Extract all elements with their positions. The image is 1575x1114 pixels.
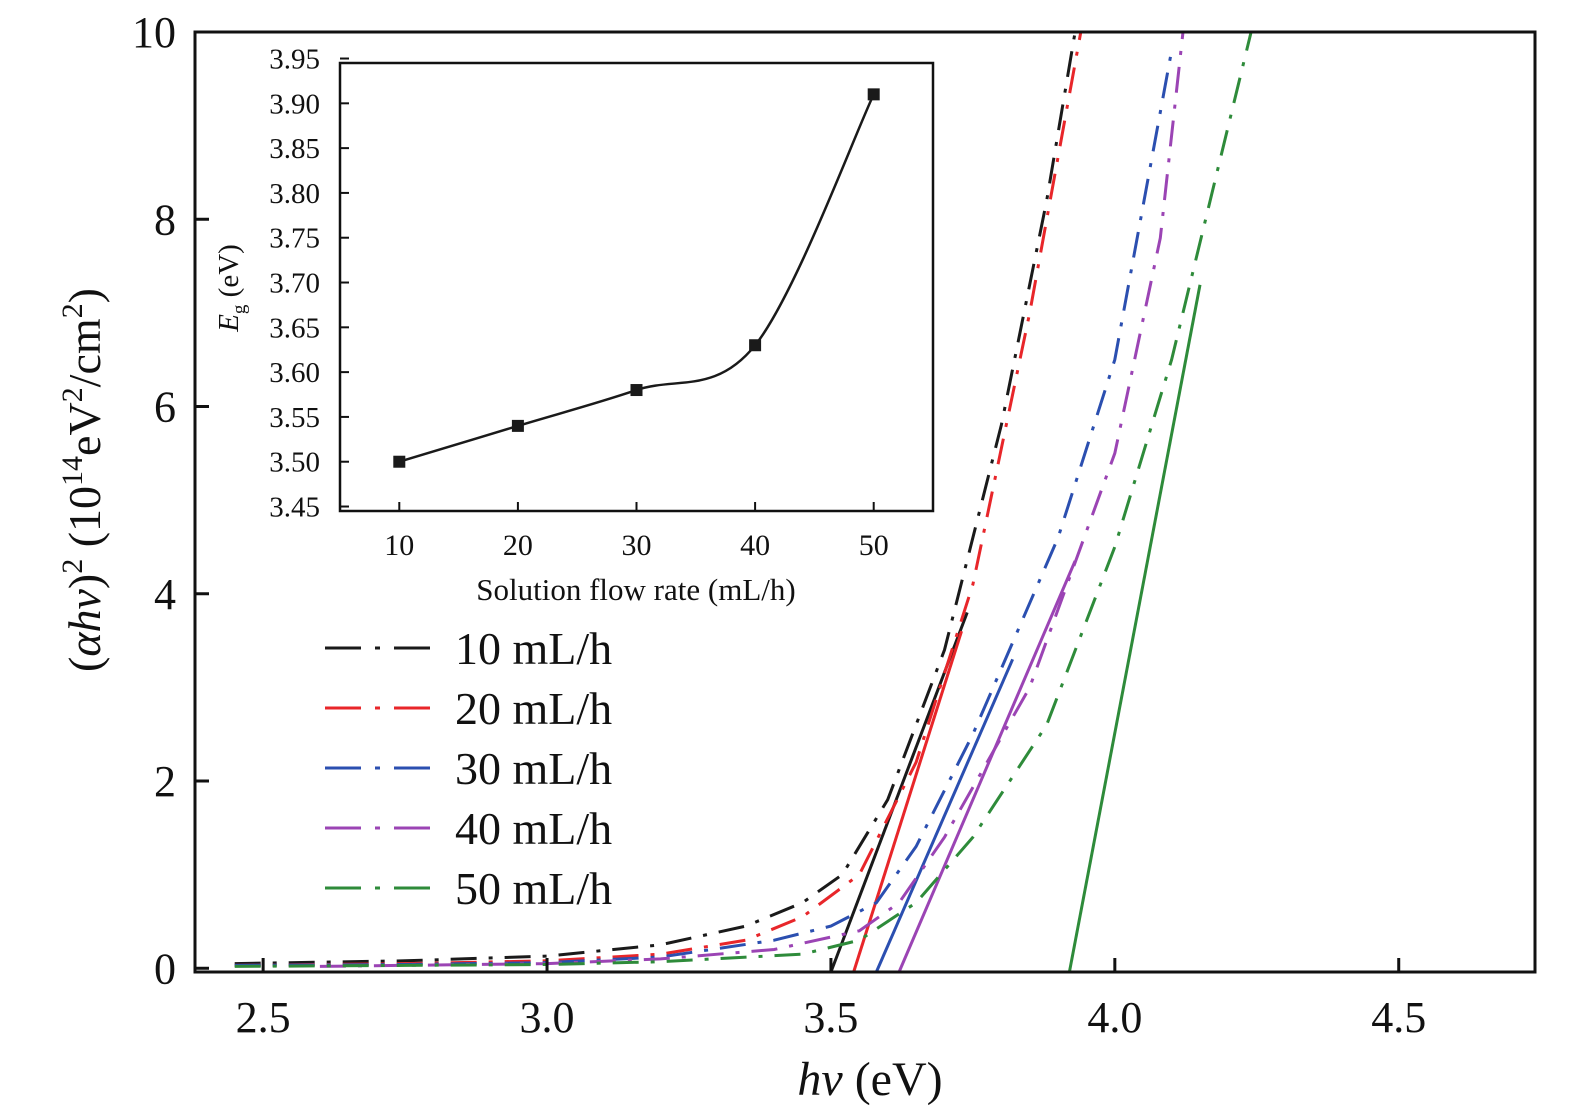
y-tick-label: 4 xyxy=(154,570,176,619)
y-axis-label: (αhv)2 (1014eV2/cm2) xyxy=(56,288,110,672)
inset-y-tick-label: 3.65 xyxy=(269,312,320,344)
inset-x-tick-label: 40 xyxy=(740,529,770,562)
y-tick-label: 2 xyxy=(154,757,176,806)
x-tick-label: 3.0 xyxy=(520,993,575,1042)
inset-y-axis-label: Eg (eV) xyxy=(213,244,250,333)
inset-y-tick-label: 3.95 xyxy=(269,44,320,76)
y-tick-label: 10 xyxy=(132,8,176,57)
inset-y-tick-label: 3.70 xyxy=(269,268,320,300)
inset-y-tick-label: 3.60 xyxy=(269,357,320,389)
series-line-2 xyxy=(234,31,1083,967)
inset-x-tick-label: 20 xyxy=(503,529,533,562)
inset-y-tick-label: 3.85 xyxy=(269,133,320,165)
inset-x-axis-label: Solution flow rate (mL/h) xyxy=(476,572,795,607)
main-plot-frame xyxy=(193,30,1537,974)
inset-frame xyxy=(338,61,935,513)
x-tick-label: 3.5 xyxy=(803,993,858,1042)
tangent-line-3 xyxy=(874,658,1015,973)
inset-data-point xyxy=(867,88,880,101)
tangent-line-2 xyxy=(852,630,963,973)
legend-label: 20 mL/h xyxy=(455,683,612,734)
tangent-line-5 xyxy=(1067,284,1202,973)
legend-label: 10 mL/h xyxy=(455,623,612,674)
x-tick-label: 4.5 xyxy=(1371,993,1426,1042)
inset-data-point xyxy=(511,419,524,432)
inset-y-tick-label: 3.50 xyxy=(269,447,320,479)
y-tick-label: 6 xyxy=(154,383,176,432)
inset-curve xyxy=(398,93,875,463)
x-tick-label: 4.0 xyxy=(1087,993,1142,1042)
inset-data-point xyxy=(749,339,762,352)
legend-label: 40 mL/h xyxy=(455,803,612,854)
legend-label: 30 mL/h xyxy=(455,743,612,794)
inset-x-tick-label: 10 xyxy=(384,529,414,562)
series-group xyxy=(234,31,1253,973)
inset-x-tick-label: 50 xyxy=(859,529,889,562)
series-line-1 xyxy=(234,31,1077,966)
y-tick-label: 0 xyxy=(154,944,176,993)
x-tick-label: 2.5 xyxy=(236,993,291,1042)
inset-x-tick-label: 30 xyxy=(622,529,652,562)
inset-data-point xyxy=(630,384,643,397)
y-tick-label: 8 xyxy=(154,195,176,244)
legend-label: 50 mL/h xyxy=(455,863,612,914)
inset-y-tick-label: 3.45 xyxy=(269,492,320,524)
series-line-5 xyxy=(234,31,1253,968)
inset-y-tick-label: 3.55 xyxy=(269,402,320,434)
legend: 10 mL/h 20 mL/h 30 mL/h 40 mL/h 50 mL/h xyxy=(325,623,612,914)
x-axis-label: hv (eV) xyxy=(797,1053,942,1106)
inset-y-tick-label: 3.80 xyxy=(269,178,320,210)
inset-data-point xyxy=(393,455,406,468)
inset-y-tick-label: 3.90 xyxy=(269,88,320,120)
tangent-line-4 xyxy=(897,560,1077,973)
inset-y-tick-label: 3.75 xyxy=(269,223,320,255)
